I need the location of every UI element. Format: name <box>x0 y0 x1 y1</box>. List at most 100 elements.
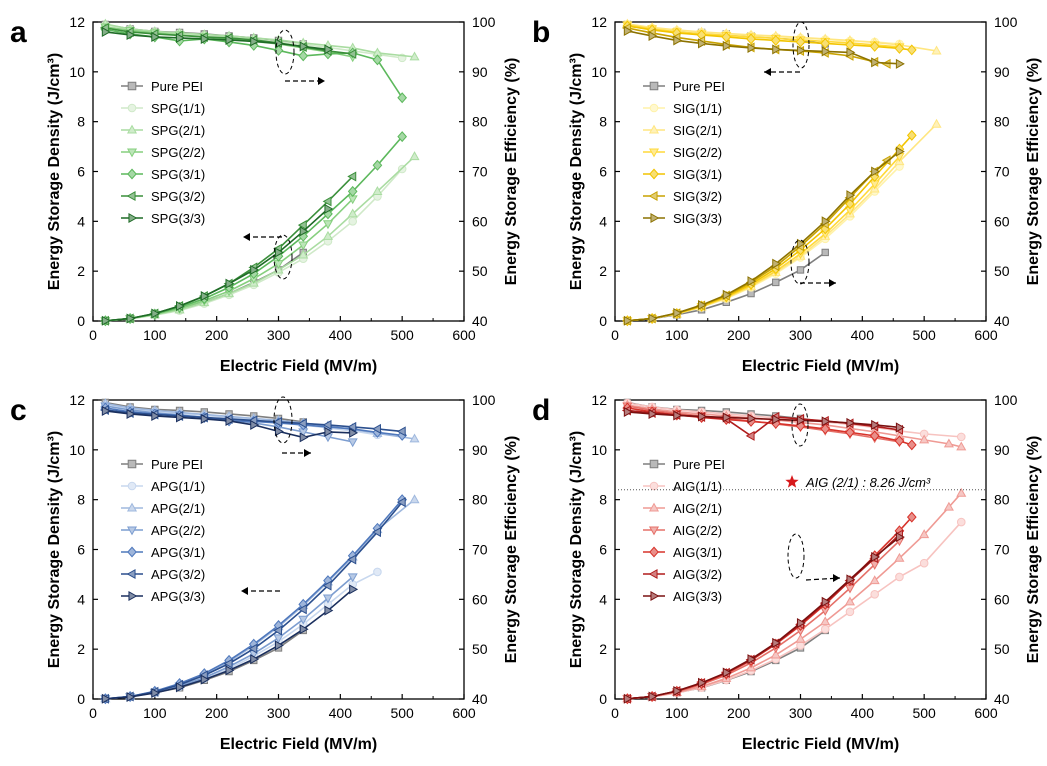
density-point <box>796 266 805 274</box>
legend-entry: AIG(3/3) <box>673 589 722 604</box>
y2-tick-label: 50 <box>472 263 488 279</box>
legend-marker <box>649 481 659 491</box>
density-point <box>151 308 161 319</box>
density-line <box>627 156 901 322</box>
y2-tick-label: 50 <box>994 263 1010 279</box>
density-line <box>105 588 354 700</box>
density-point <box>895 146 905 157</box>
legend-entry: Pure PEI <box>673 457 725 472</box>
y-tick-label: 12 <box>591 14 607 30</box>
guide-ellipse <box>275 29 295 75</box>
density-point <box>673 685 683 697</box>
efficiency-point <box>770 34 781 46</box>
efficiency-point <box>347 438 358 448</box>
density-line <box>627 629 826 700</box>
density-point <box>698 677 707 688</box>
y2-tick-label: 60 <box>472 591 488 607</box>
legend-marker <box>126 190 136 202</box>
legend-entry: SIG(2/2) <box>673 145 722 160</box>
density-point <box>176 682 185 693</box>
legend-marker <box>127 459 137 469</box>
y-tick-label: 8 <box>599 114 607 130</box>
efficiency-point <box>846 47 856 58</box>
y2-tick-label: 70 <box>994 542 1010 558</box>
efficiency-point <box>673 35 683 46</box>
y-tick-label: 10 <box>69 442 85 458</box>
density-line <box>627 159 888 322</box>
efficiency-point <box>347 421 357 432</box>
legend-entry: SIG(2/1) <box>673 123 722 138</box>
density-point <box>772 637 782 648</box>
density-point <box>796 641 805 650</box>
density-point <box>397 131 408 143</box>
efficiency-point <box>895 58 905 69</box>
efficiency-point <box>796 45 806 56</box>
density-point <box>871 551 881 563</box>
y-tick-label: 12 <box>591 392 607 408</box>
efficiency-point <box>673 410 683 421</box>
efficiency-point <box>299 41 309 52</box>
legend-marker <box>649 459 659 469</box>
legend-marker <box>649 168 659 180</box>
density-point <box>223 658 233 669</box>
density-line <box>105 576 354 700</box>
y-tick-label: 0 <box>599 691 607 707</box>
density-point <box>821 216 831 227</box>
x-tick-label: 100 <box>665 327 689 343</box>
legend-entry: SPG(2/2) <box>151 145 205 160</box>
density-point <box>324 605 334 616</box>
y-tick-label: 6 <box>599 542 607 558</box>
y-tick-label: 2 <box>599 641 607 657</box>
efficiency-point <box>648 30 658 41</box>
efficiency-point <box>919 429 929 439</box>
density-point <box>274 247 284 258</box>
legend-entry: APG(1/1) <box>151 479 205 494</box>
x-tick-label: 0 <box>611 327 619 343</box>
x-tick-label: 200 <box>205 327 229 343</box>
efficiency-point <box>746 33 756 45</box>
density-point <box>322 196 332 207</box>
density-point <box>322 230 334 240</box>
density-point <box>956 517 966 527</box>
legend-marker <box>127 103 137 113</box>
x-axis-label: Electric Field (MV/m) <box>220 358 377 375</box>
efficiency-point <box>126 408 136 419</box>
density-point <box>200 291 210 302</box>
x-tick-label: 300 <box>267 327 291 343</box>
x-tick-label: 200 <box>727 327 751 343</box>
guide-ellipse <box>273 396 293 444</box>
density-point <box>101 693 111 704</box>
guide-ellipse <box>790 239 810 285</box>
y2-tick-label: 60 <box>994 213 1010 229</box>
density-point <box>409 494 420 504</box>
density-point <box>322 220 334 230</box>
y2-tick-label: 70 <box>472 164 488 180</box>
density-point <box>770 649 781 659</box>
legend-marker <box>650 590 660 602</box>
density-line <box>105 251 304 322</box>
density-line <box>105 208 329 322</box>
efficiency-point <box>176 412 185 423</box>
efficiency-point <box>347 48 357 59</box>
x-tick-label: 500 <box>912 705 936 721</box>
density-point <box>297 220 307 231</box>
y-tick-label: 4 <box>77 591 85 607</box>
legend-entry: AIG(3/1) <box>673 545 722 560</box>
y2-tick-label: 40 <box>472 313 488 329</box>
efficiency-point <box>846 417 856 428</box>
efficiency-point <box>200 413 210 424</box>
density-point <box>126 691 136 703</box>
density-point <box>772 258 782 269</box>
density-point <box>895 572 904 582</box>
density-point <box>274 640 284 651</box>
efficiency-point <box>409 51 420 61</box>
y2-axis-label: Energy Storage Efficiency (%) <box>1025 436 1042 664</box>
guide-arrowhead <box>304 449 311 457</box>
efficiency-point <box>869 40 880 52</box>
legend-marker <box>127 168 137 180</box>
x-tick-label: 500 <box>912 327 936 343</box>
legend-marker <box>126 148 138 158</box>
legend-marker <box>649 546 659 558</box>
